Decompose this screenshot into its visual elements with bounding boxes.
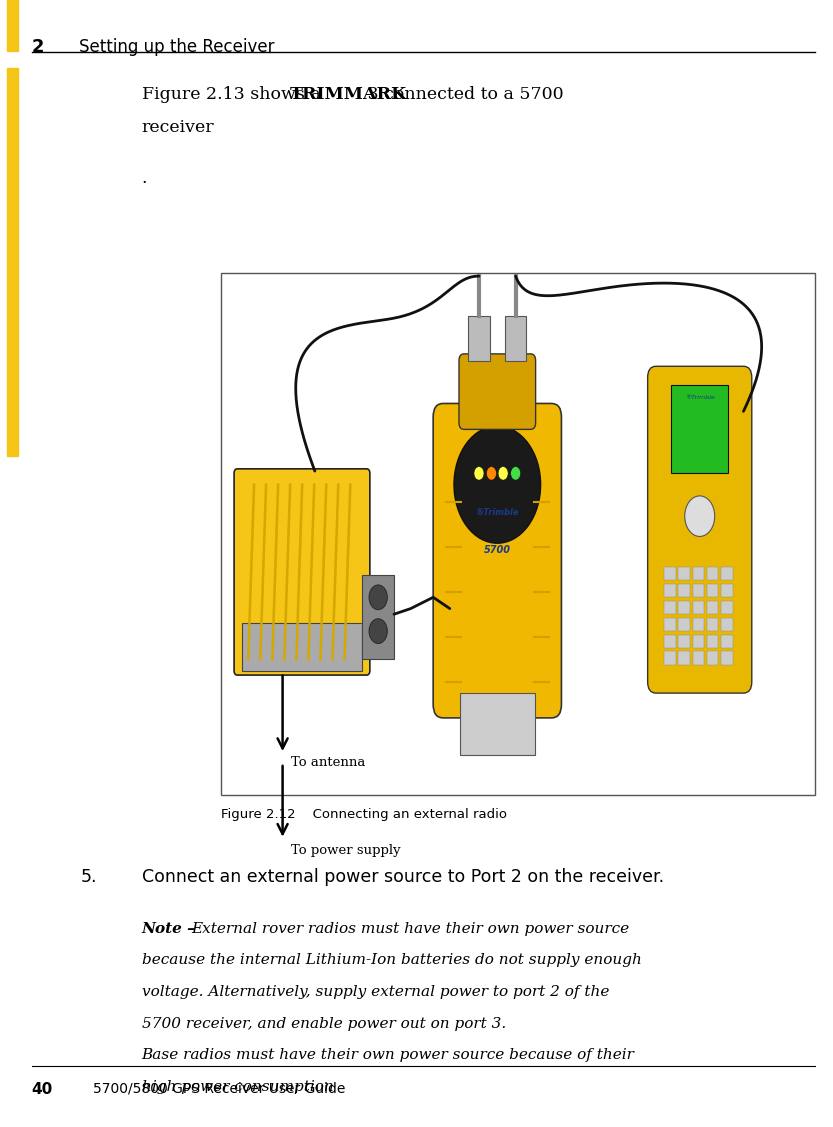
Text: To antenna: To antenna [291,756,366,770]
Bar [721,618,733,631]
Bar [721,567,733,580]
Text: Figure 2.12    Connecting an external radio: Figure 2.12 Connecting an external radio [221,808,506,822]
Text: To power supply: To power supply [291,844,401,858]
Bar [665,618,676,631]
Bar [692,601,705,614]
Text: 5.: 5. [81,868,97,886]
Bar [665,635,676,648]
Circle shape [498,467,508,480]
Bar [692,584,705,597]
Circle shape [511,467,521,480]
Bar [678,601,690,614]
Text: 5700 receiver, and enable power out on port 3.: 5700 receiver, and enable power out on p… [142,1017,506,1030]
Bar [692,567,705,580]
FancyBboxPatch shape [433,403,561,718]
Bar [221,273,815,795]
Bar [665,584,676,597]
Bar [665,601,676,614]
Bar [505,316,526,361]
Bar [706,584,718,597]
Circle shape [369,619,387,644]
Circle shape [454,426,541,543]
Bar [692,635,705,648]
Text: Note –: Note – [142,922,201,935]
Bar [7,0,18,51]
Bar [678,651,690,665]
Bar [460,693,535,755]
Bar [692,651,705,665]
Bar [706,635,718,648]
Bar [721,635,733,648]
Bar [721,651,733,665]
Text: .: . [142,170,147,187]
Text: because the internal Lithium-Ion batteries do not supply enough: because the internal Lithium-Ion batteri… [142,953,641,967]
Bar [671,385,728,473]
Text: 3 connected to a 5700: 3 connected to a 5700 [362,86,563,103]
Text: 2: 2 [32,38,44,56]
Bar [468,316,490,361]
Bar [665,651,676,665]
Bar [678,584,690,597]
Bar [7,68,18,456]
Bar [721,584,733,597]
Text: Setting up the Receiver: Setting up the Receiver [79,38,275,56]
Bar [692,618,705,631]
Circle shape [369,585,387,610]
Bar [362,575,394,659]
Text: ®Trimble: ®Trimble [685,396,715,400]
Text: voltage. Alternatively, supply external power to port 2 of the: voltage. Alternatively, supply external … [142,985,609,999]
Text: 5700/5800 GPS Receiver User Guide: 5700/5800 GPS Receiver User Guide [93,1082,346,1095]
Text: ®Trimble: ®Trimble [476,508,519,517]
Circle shape [474,467,484,480]
Bar [665,567,676,580]
Text: TRIMMARK: TRIMMARK [290,86,407,103]
Text: high power consumption: high power consumption [142,1080,333,1093]
Bar [242,623,362,671]
Bar [721,601,733,614]
FancyBboxPatch shape [459,354,536,429]
Bar [706,601,718,614]
Circle shape [685,496,715,536]
Text: 40: 40 [32,1082,53,1097]
Text: Figure 2.13 shows a: Figure 2.13 shows a [142,86,326,103]
Text: External rover radios must have their own power source: External rover radios must have their ow… [192,922,630,935]
Text: receiver: receiver [142,119,214,136]
Bar [678,567,690,580]
FancyBboxPatch shape [648,366,751,693]
Bar [706,567,718,580]
Text: Base radios must have their own power source because of their: Base radios must have their own power so… [142,1048,635,1062]
Bar [678,635,690,648]
Circle shape [486,467,496,480]
FancyBboxPatch shape [234,469,370,675]
Text: Connect an external power source to Port 2 on the receiver.: Connect an external power source to Port… [142,868,664,886]
Bar [706,618,718,631]
Text: 5700: 5700 [484,545,511,554]
Bar [706,651,718,665]
Bar [678,618,690,631]
